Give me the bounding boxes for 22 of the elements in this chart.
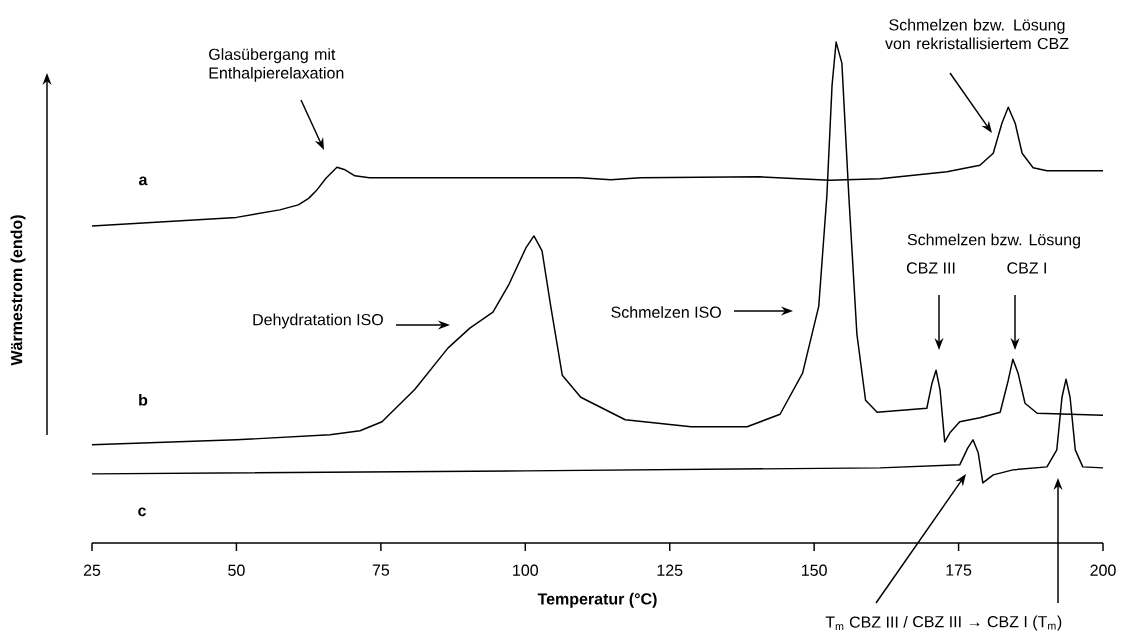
text: CBZ III → CBZ I (T$_{m}$) <box>913 615 1062 631</box>
text: c <box>138 507 146 517</box>
annotation: Schmelzen bzw. Lösung <box>907 233 1080 249</box>
annotation: Dehydratation ISO <box>253 313 383 329</box>
text: a <box>139 176 148 186</box>
annotation: Schmelzen bzw. Lösung von rekristallisiertem CBZ <box>885 18 1069 50</box>
x-tick-label: 175 <box>946 564 972 576</box>
x-tick-label: 200 <box>1090 564 1116 576</box>
y-axis-title: Wärmestrom (endo) <box>10 215 26 366</box>
x-tick-label: 75 <box>372 564 390 576</box>
annotation: CBZ III <box>906 262 955 274</box>
annotation: Glasübergang mit Enthalpierelaxation <box>209 48 344 82</box>
annotation: Schmelzen ISO <box>611 306 721 318</box>
x-axis-title: Temperatur (°C) <box>537 592 657 608</box>
x-tick-label: 125 <box>657 564 683 576</box>
annotation: CBZ I <box>1007 262 1046 274</box>
text: T$_{m}$ CBZ III / <box>825 616 908 630</box>
x-tick-label: 25 <box>83 564 101 576</box>
x-tick-label: 100 <box>513 564 539 576</box>
x-tick-label: 150 <box>802 564 827 576</box>
x-tick-label: 50 <box>228 564 245 576</box>
text: b <box>139 393 148 406</box>
